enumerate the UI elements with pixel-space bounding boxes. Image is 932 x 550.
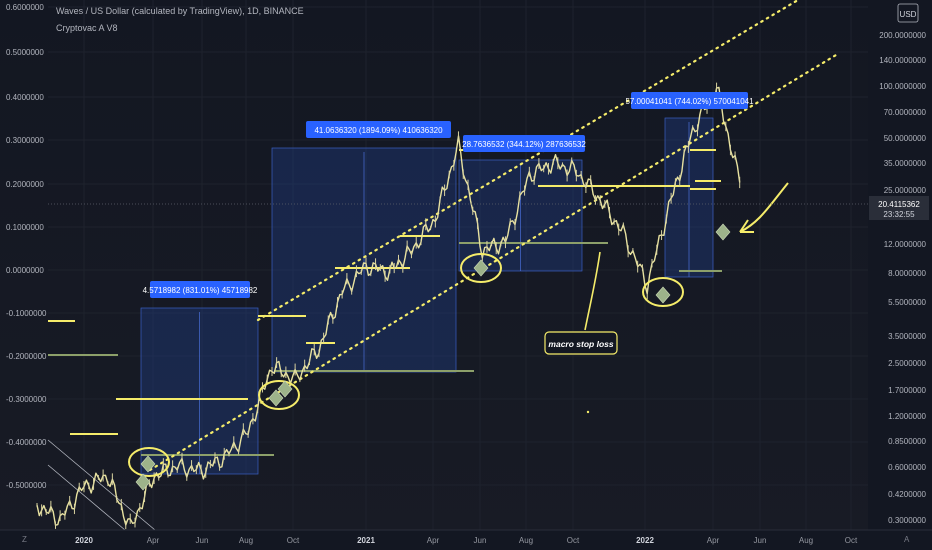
left-price-scale[interactable]: 0.6000000 0.5000000 0.4000000 0.3000000 0.20…: [6, 3, 47, 490]
measure-label-box: [463, 135, 585, 152]
right-axis-tick: 0.8500000: [888, 437, 926, 446]
highlight-circle: [128, 447, 170, 477]
right-price-scale[interactable]: 200.0000000 140.0000000 100.0000000 70.0000…: [879, 31, 926, 525]
left-axis-tick: -0.3000000: [6, 395, 47, 404]
right-axis-tick: 12.0000000: [884, 240, 927, 249]
time-axis-tick: Oct: [845, 536, 858, 545]
measure-label-box: [306, 121, 451, 138]
right-axis-tick: 8.0000000: [888, 269, 926, 278]
time-axis-tick: Oct: [567, 536, 580, 545]
corner-label-left[interactable]: Z: [22, 535, 27, 544]
bar-countdown: 23:32:55: [883, 210, 915, 219]
time-axis-tick: 2021: [357, 536, 375, 545]
time-axis-tick: Aug: [239, 536, 253, 545]
right-axis-tick: 200.0000000: [879, 31, 926, 40]
left-axis-tick: 0.4000000: [6, 93, 44, 102]
signal-diamond: [277, 380, 293, 398]
measure-label-text: 4.5718982 (831.01%) 45718982: [143, 286, 258, 295]
measure-label-text: 57.00041041 (744.02%) 570041041: [625, 97, 754, 106]
stop-loss-pointer: [584, 251, 601, 331]
left-axis-tick: 0.1000000: [6, 223, 44, 232]
left-axis-tick: 0.6000000: [6, 3, 44, 12]
right-axis-tick: 25.0000000: [884, 186, 927, 195]
left-axis-tick: 0.0000000: [6, 266, 44, 275]
left-axis-tick: 0.2000000: [6, 180, 44, 189]
corner-label-right[interactable]: A: [904, 535, 910, 544]
left-axis-tick: 0.3000000: [6, 136, 44, 145]
measure-label-text: 41.0636320 (1894.09%) 410636320: [314, 126, 443, 135]
measure-boxes: [140, 117, 714, 475]
time-axis-tick: Jun: [754, 536, 767, 545]
right-axis-tick: 35.0000000: [884, 159, 927, 168]
right-axis-tick: 140.0000000: [879, 56, 926, 65]
time-axis-background: [0, 530, 932, 550]
left-axis-tick: -0.2000000: [6, 352, 47, 361]
left-axis-tick: -0.1000000: [6, 309, 47, 318]
time-axis-tick: Aug: [519, 536, 533, 545]
time-axis-tick: Apr: [427, 536, 440, 545]
signal-diamond: [655, 286, 671, 304]
right-axis-tick: 0.4200000: [888, 490, 926, 499]
annotation-text: macro stop loss: [548, 339, 613, 349]
annotation-marks: [128, 182, 789, 491]
right-axis-tick: 1.2000000: [888, 412, 926, 421]
currency-label: USD: [900, 10, 917, 19]
left-axis-tick: -0.4000000: [6, 438, 47, 447]
right-axis-tick: 0.6000000: [888, 463, 926, 472]
time-axis-tick: Apr: [707, 536, 720, 545]
stray-dot: [586, 410, 590, 414]
right-axis-tick: 2.5000000: [888, 359, 926, 368]
chart-title: Waves / US Dollar (calculated by Trading…: [56, 6, 304, 16]
left-axis-tick: -0.5000000: [6, 481, 47, 490]
time-axis-tick: Apr: [147, 536, 160, 545]
signal-diamond: [135, 473, 151, 491]
right-scale-background: [868, 0, 932, 530]
right-axis-tick: 70.0000000: [884, 108, 927, 117]
right-axis-tick: 0.3000000: [888, 516, 926, 525]
arrow-to-signal: [739, 182, 789, 233]
time-axis-tick: 2022: [636, 536, 654, 545]
price-series: [36, 82, 741, 530]
time-axis-tick: Oct: [287, 536, 300, 545]
annotation-box: [544, 331, 618, 355]
measure-labels: 4.5718982 (831.01%) 45718982 41.0636320 (…: [143, 92, 754, 298]
time-axis[interactable]: 2020 Apr Jun Aug Oct 2021 Apr Jun Aug Oct 2022 Apr J…: [75, 536, 858, 545]
right-axis-tick: 50.0000000: [884, 134, 927, 143]
left-axis-tick: 0.5000000: [6, 48, 44, 57]
time-axis-tick: Jun: [474, 536, 487, 545]
signal-diamond: [715, 223, 731, 241]
signal-diamond: [268, 389, 284, 407]
descending-line-lower: [47, 464, 126, 531]
indicator-name: Cryptovac A V8: [56, 23, 118, 33]
time-axis-tick: Jun: [196, 536, 209, 545]
right-axis-tick: 3.5000000: [888, 332, 926, 341]
highlight-circle: [460, 253, 502, 283]
time-axis-tick: 2020: [75, 536, 93, 545]
last-price-tag: [869, 196, 929, 220]
signal-diamond: [473, 259, 489, 277]
last-price-value: 20.4115362: [878, 200, 920, 209]
measure-label-box: [631, 92, 748, 109]
upper-channel-line: [256, 0, 800, 322]
measure-label-box: [150, 281, 250, 298]
time-axis-tick: Aug: [799, 536, 813, 545]
highlight-circle: [258, 380, 300, 410]
signal-diamond: [140, 455, 156, 473]
highlight-circle: [642, 277, 684, 307]
right-axis-tick: 5.5000000: [888, 298, 926, 307]
right-axis-tick: 100.0000000: [879, 82, 926, 91]
currency-box[interactable]: [897, 3, 919, 23]
measure-label-text: 28.7636532 (344.12%) 287636532: [462, 140, 586, 149]
right-axis-tick: 1.7000000: [888, 386, 926, 395]
